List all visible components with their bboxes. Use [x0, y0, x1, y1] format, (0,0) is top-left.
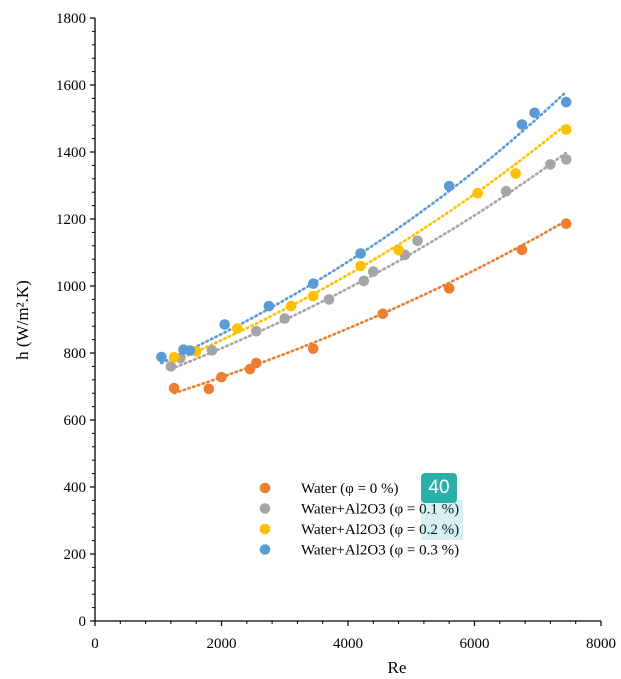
data-point: [529, 107, 540, 119]
data-point: [323, 294, 335, 305]
data-point: [216, 371, 227, 383]
data-point: [203, 383, 215, 395]
legend-marker: [259, 544, 271, 555]
marker-badge: 40: [421, 473, 457, 503]
data-point: [307, 343, 319, 354]
y-tick-label: 1600: [56, 78, 86, 94]
data-point: [263, 300, 275, 312]
legend: Water (φ = 0 %) Water+Al2O3 (φ = 0.1 %) Wa…: [259, 481, 459, 559]
y-tick-label: 1800: [56, 11, 86, 27]
data-point: [206, 345, 218, 356]
data-point: [250, 357, 262, 369]
y-tick-label: 400: [64, 480, 87, 496]
x-tick-label: 8000: [586, 636, 616, 652]
x-tick-label: 4000: [333, 636, 363, 652]
highlight-box: [421, 520, 463, 540]
data-point: [510, 168, 521, 179]
y-tick-label: 0: [79, 614, 87, 630]
data-point: [560, 218, 572, 229]
legend-label: Water+Al2O3 (φ = 0.2 %): [301, 522, 459, 538]
data-point: [168, 382, 180, 394]
data-point: [560, 96, 572, 108]
data-point: [307, 290, 319, 302]
x-axis-title: Re: [388, 658, 407, 677]
data-point: [184, 345, 196, 356]
data-point: [443, 283, 455, 294]
data-point: [545, 159, 556, 170]
y-tick-label: 1000: [56, 279, 86, 295]
data-point: [443, 180, 455, 192]
data-point: [279, 313, 291, 324]
data-point: [358, 275, 370, 287]
data-point: [355, 248, 366, 259]
x-tick-label: 0: [91, 636, 99, 652]
data-point: [516, 119, 528, 130]
data-point: [219, 319, 230, 330]
data-point: [560, 124, 572, 135]
data-point: [156, 351, 167, 363]
legend-marker: [259, 503, 271, 514]
highlight-box: [421, 500, 463, 520]
data-point: [355, 260, 366, 272]
data-point: [500, 185, 512, 197]
data-point: [472, 187, 483, 199]
trendline: [169, 151, 568, 371]
data-point: [285, 300, 297, 312]
x-tick-label: 6000: [460, 636, 490, 652]
data-point: [250, 325, 262, 337]
data-point: [377, 308, 389, 320]
legend-marker: [259, 482, 271, 494]
data-point: [560, 154, 572, 165]
data-point: [412, 235, 423, 247]
ticks: 0 200 400 600 800 1000 1200 1400 1600 1800 0 2000 40…: [56, 11, 616, 652]
y-tick-label: 600: [64, 413, 87, 429]
x-tick-label: 2000: [207, 636, 237, 652]
data-point: [393, 244, 404, 256]
trendlines: [160, 90, 568, 395]
data-point: [307, 278, 319, 289]
y-tick-label: 1400: [56, 145, 86, 161]
data-point: [368, 266, 379, 277]
data-point: [516, 244, 528, 256]
trendline: [172, 219, 568, 395]
y-tick-label: 800: [64, 346, 87, 362]
legend-label: Water+Al2O3 (φ = 0.1 %): [301, 502, 459, 518]
legend-label: Water+Al2O3 (φ = 0.3 %): [301, 543, 459, 559]
legend-marker: [259, 523, 271, 535]
data-point: [165, 361, 177, 372]
y-tick-label: 200: [64, 547, 87, 563]
y-tick-label: 1200: [56, 212, 86, 228]
data-point: [232, 323, 243, 334]
data-point: [168, 352, 180, 363]
y-axis-title: h (W/m².K): [13, 280, 32, 360]
data-points: [156, 96, 572, 395]
legend-label: Water (φ = 0 %): [301, 481, 399, 497]
